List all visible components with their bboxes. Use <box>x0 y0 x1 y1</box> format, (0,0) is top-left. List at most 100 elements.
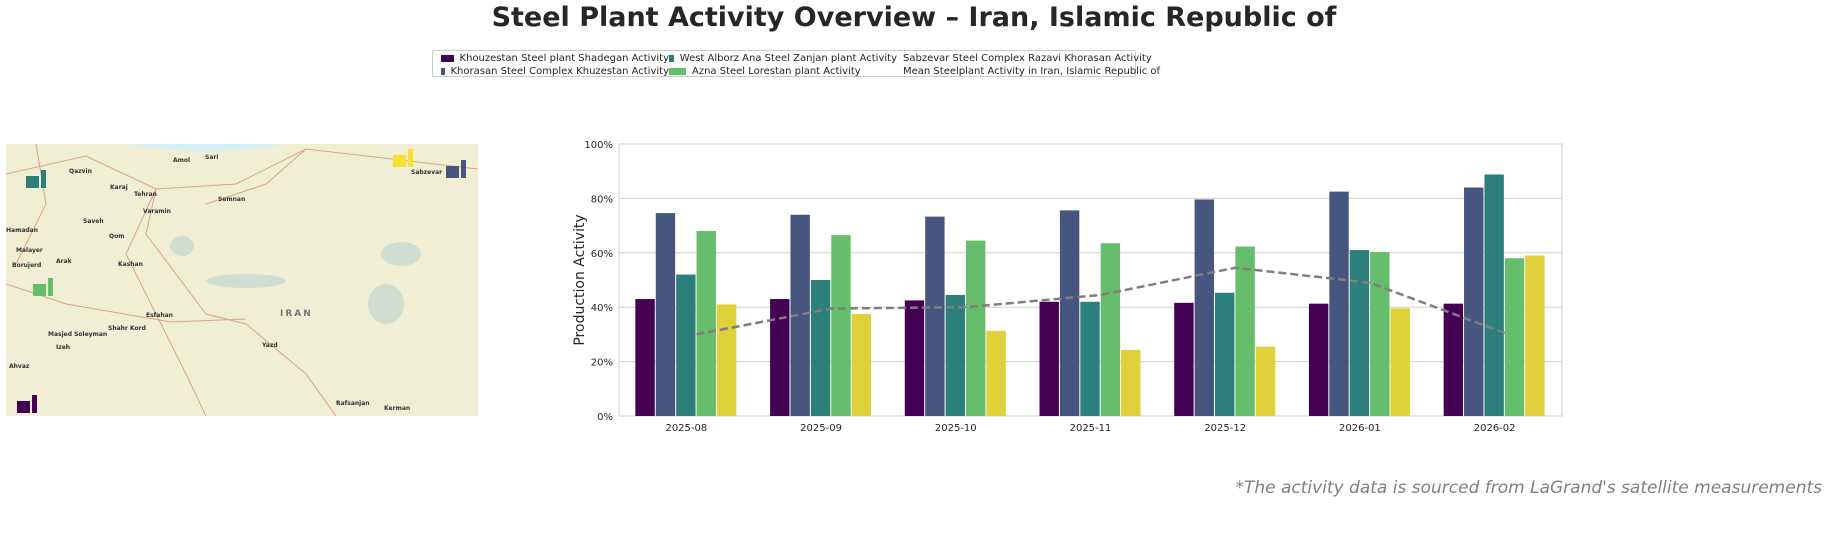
legend-item: Khouzestan Steel plant Shadegan Activity <box>441 52 669 65</box>
bar <box>716 304 737 416</box>
y-tick-label: 100% <box>584 140 613 151</box>
bar <box>904 300 925 416</box>
x-tick-label: 2025-09 <box>800 423 842 434</box>
map-label: Qom <box>109 233 125 240</box>
bar <box>986 330 1006 416</box>
legend-label: Khorasan Steel Complex Khuzestan Activit… <box>450 66 670 77</box>
bar <box>1370 251 1390 416</box>
legend-label: Khouzestan Steel plant Shadegan Activity <box>459 53 669 64</box>
map-label: Varamin <box>143 208 171 215</box>
legend-swatch <box>441 68 445 75</box>
map-label: Shahr Kord <box>108 325 146 332</box>
bar <box>1194 199 1215 416</box>
bar <box>1504 258 1525 416</box>
legend-label: Mean Steelplant Activity in Iran, Islami… <box>903 66 1161 77</box>
legend-item: Sabzevar Steel Complex Razavi Khorasan A… <box>897 52 1152 65</box>
map-label: Karaj <box>110 184 128 191</box>
bar <box>1443 303 1464 416</box>
map-label: Tehran <box>134 191 157 198</box>
bar <box>1308 303 1329 416</box>
bar <box>925 216 945 416</box>
bar <box>831 235 851 416</box>
map-label: Semnan <box>218 196 246 203</box>
bar <box>635 299 655 416</box>
bar <box>851 314 872 416</box>
bar <box>676 274 696 416</box>
map-label: IRAN <box>280 309 313 319</box>
map-label: Hamadan <box>6 227 38 234</box>
map-label: Qazvin <box>69 168 92 175</box>
bar <box>1080 301 1100 416</box>
legend: Khouzestan Steel plant Shadegan Activity… <box>432 50 1160 78</box>
footnote: *The activity data is sourced from LaGra… <box>1235 478 1822 498</box>
factory-marker-khorasan[interactable] <box>446 158 468 180</box>
mean-line <box>696 266 1506 336</box>
bar <box>1121 349 1141 416</box>
bar <box>790 214 810 416</box>
legend-label: Azna Steel Lorestan plant Activity <box>692 66 861 77</box>
map-label: Kashan <box>118 261 143 268</box>
bar <box>1174 302 1194 416</box>
bar <box>770 299 790 416</box>
map-label: Esfahan <box>146 312 173 319</box>
map-label: Rafsanjan <box>336 400 370 407</box>
map-label: Amol <box>173 157 191 164</box>
map-label: Masjed Soleyman <box>48 331 108 338</box>
chart-title: Steel Plant Activity Overview – Iran, Is… <box>491 2 1337 33</box>
map-background <box>6 144 478 416</box>
bar <box>1525 255 1545 416</box>
bar <box>1329 191 1349 416</box>
map-label: Saveh <box>83 218 104 225</box>
map-label: Sari <box>205 154 219 161</box>
bar <box>696 231 716 416</box>
map-label: Izeh <box>56 344 71 351</box>
legend-label: Sabzevar Steel Complex Razavi Khorasan A… <box>903 53 1152 64</box>
x-tick-label: 2026-02 <box>1474 423 1516 434</box>
y-axis-label: Production Activity <box>572 214 588 345</box>
map-label: Malayer <box>16 247 43 254</box>
factory-marker-azna[interactable] <box>33 276 55 298</box>
map-label: Yazd <box>262 342 278 349</box>
factory-marker-west-alborz[interactable] <box>26 168 48 190</box>
bar <box>1059 210 1080 416</box>
map-label: Kerman <box>384 405 411 412</box>
y-tick-label: 80% <box>591 194 613 205</box>
legend-item: Mean Steelplant Activity in Iran, Islami… <box>897 65 1160 78</box>
legend-swatch <box>669 55 674 62</box>
bar <box>965 240 986 416</box>
bar <box>655 213 676 416</box>
y-tick-label: 40% <box>591 303 613 314</box>
factory-marker-sabzevar[interactable] <box>393 147 415 169</box>
bar <box>945 294 965 416</box>
map-label: Ahvaz <box>9 363 30 370</box>
map-label: Arak <box>56 258 72 265</box>
legend-item: Khorasan Steel Complex Khuzestan Activit… <box>441 65 669 78</box>
legend-item: West Alborz Ana Steel Zanjan plant Activ… <box>669 52 897 65</box>
bar <box>1484 174 1504 416</box>
x-tick-label: 2026-01 <box>1339 423 1381 434</box>
bar <box>1464 187 1484 416</box>
legend-label: West Alborz Ana Steel Zanjan plant Activ… <box>679 53 897 64</box>
x-tick-label: 2025-11 <box>1070 423 1112 434</box>
legend-swatch <box>441 55 454 62</box>
y-tick-label: 60% <box>591 249 613 260</box>
bar <box>1039 301 1059 416</box>
bar <box>1215 292 1235 416</box>
bar <box>1349 250 1370 416</box>
bar <box>810 280 831 416</box>
y-tick-label: 20% <box>591 358 613 369</box>
y-tick-label: 0% <box>597 412 613 423</box>
bar <box>1235 246 1255 416</box>
legend-swatch <box>669 68 686 75</box>
bar <box>1255 346 1276 416</box>
legend-item: Azna Steel Lorestan plant Activity <box>669 65 897 78</box>
factory-marker-khouzestan[interactable] <box>17 393 39 415</box>
x-tick-label: 2025-08 <box>665 423 707 434</box>
plant-location-map: Qazvin Karaj Tehran Amol Sari Varamin Semnan Sa… <box>6 144 478 416</box>
map-label: Borujerd <box>12 262 42 269</box>
map-label: Sabzevar <box>411 169 443 176</box>
bar <box>1390 308 1410 416</box>
x-tick-label: 2025-12 <box>1204 423 1246 434</box>
x-tick-label: 2025-10 <box>935 423 977 434</box>
